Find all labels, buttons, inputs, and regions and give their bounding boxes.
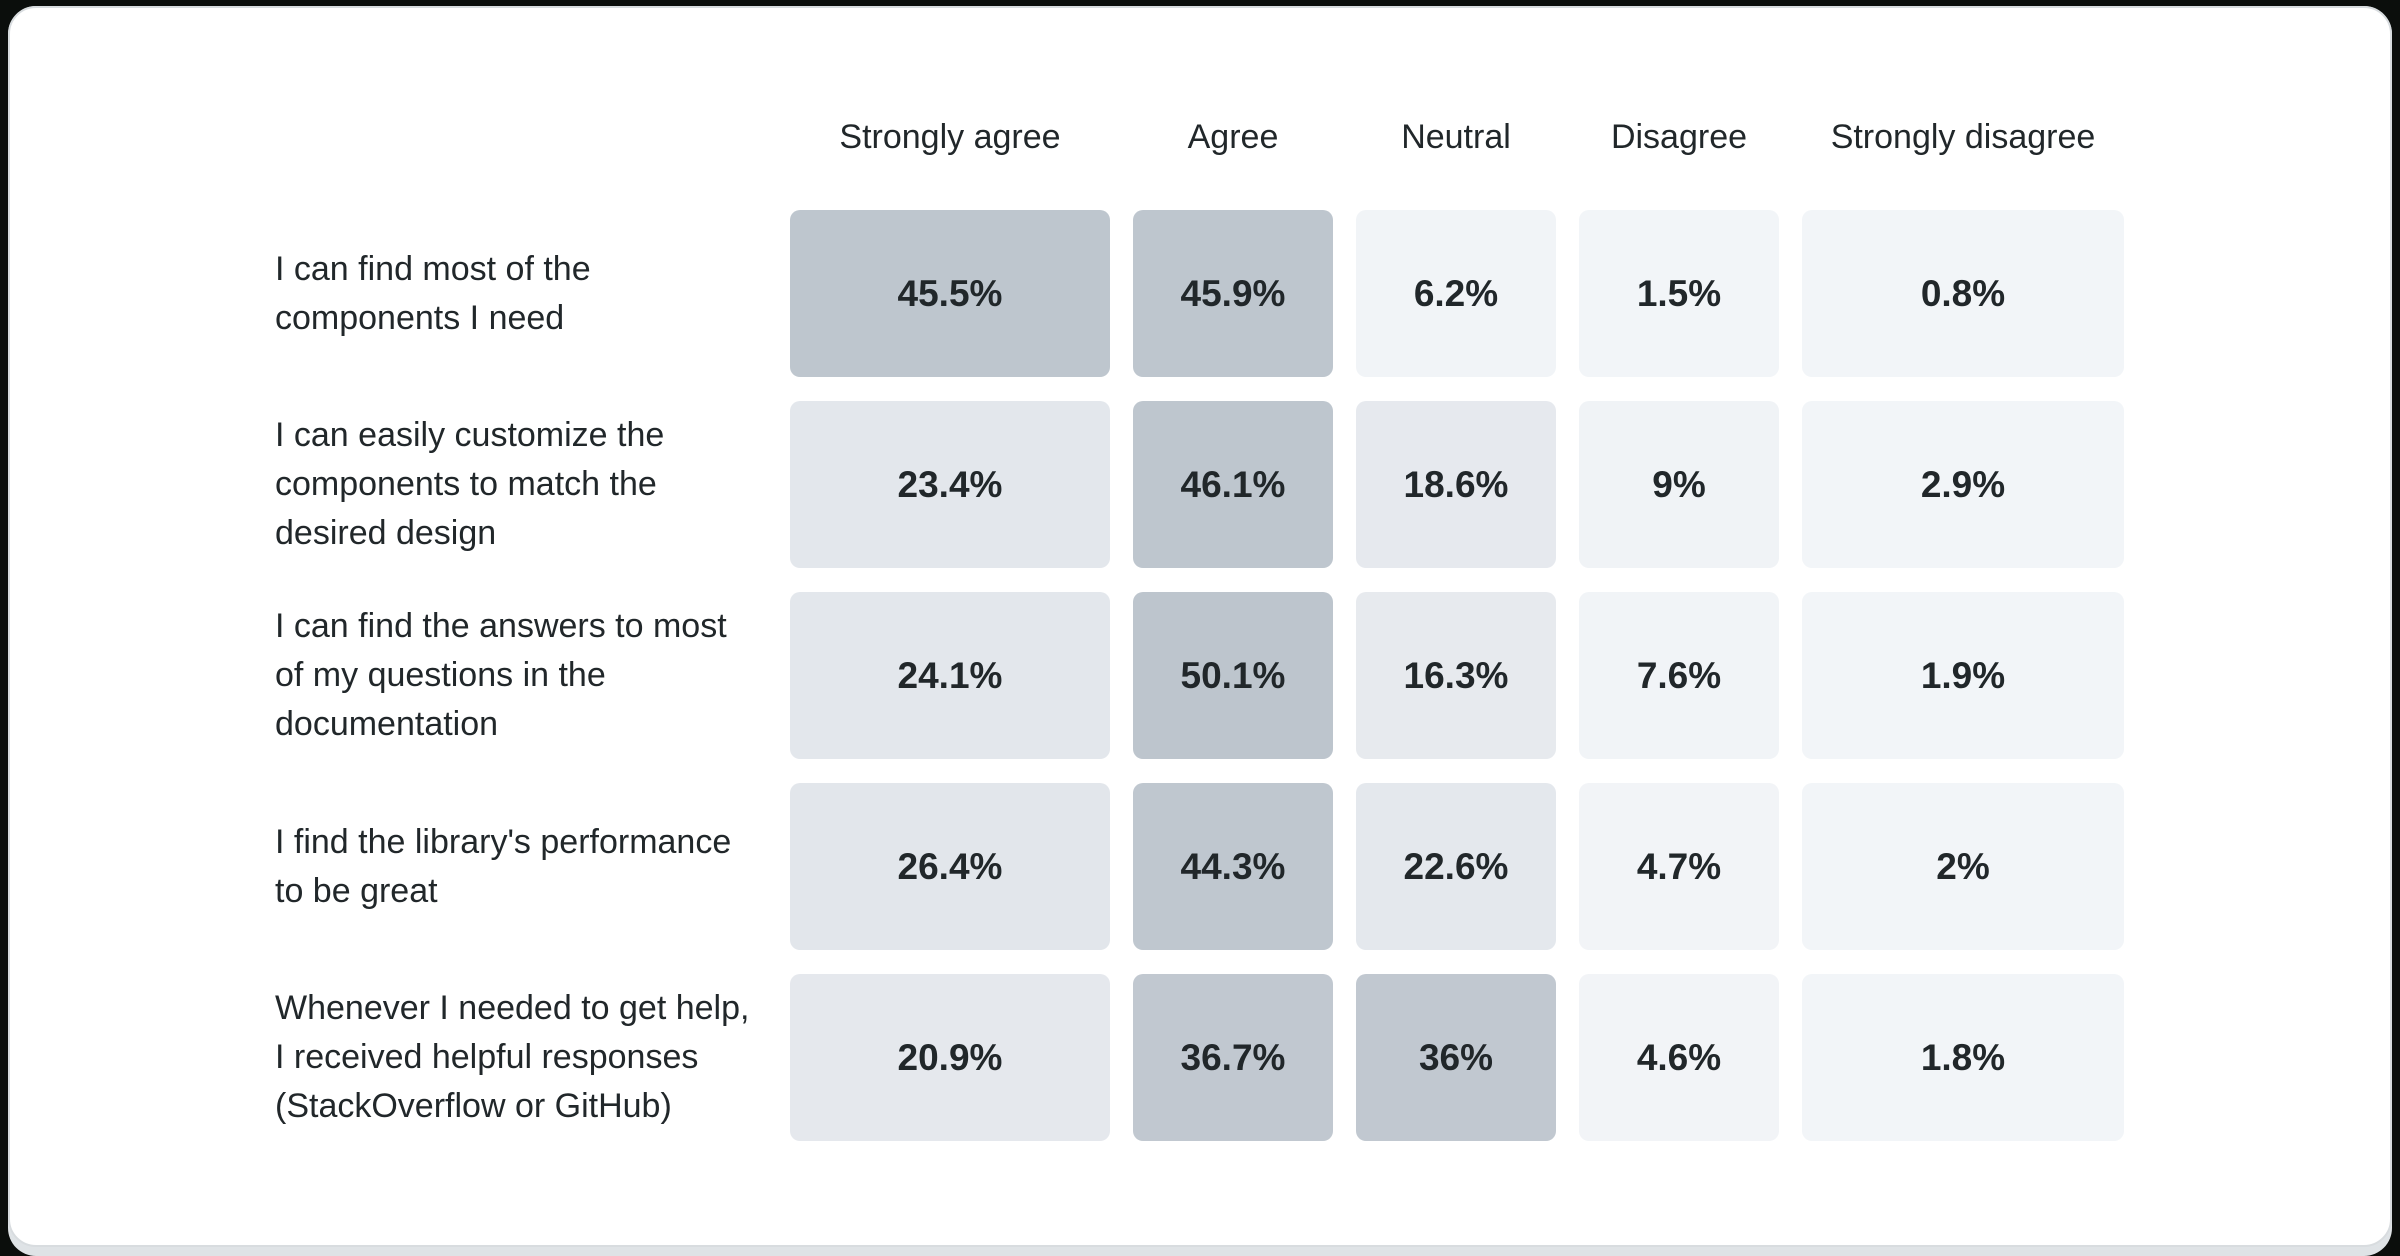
column-header-disagree: Disagree: [1610, 118, 1748, 156]
heatmap-cell: 23.4%: [790, 401, 1110, 568]
heatmap-cell: 0.8%: [1802, 210, 2124, 377]
heatmap-cell: 1.9%: [1802, 592, 2124, 759]
heatmap-cell: 50.1%: [1133, 592, 1333, 759]
heatmap-cell: 2.9%: [1802, 401, 2124, 568]
heatmap-cell: 36%: [1356, 974, 1556, 1141]
heatmap-cell: 26.4%: [790, 783, 1110, 950]
heatmap-cell: 44.3%: [1133, 783, 1333, 950]
row-label: I can easily customize the components to…: [275, 416, 665, 552]
row-label: I find the library's performance to be g…: [275, 822, 732, 910]
heatmap-cell: 45.5%: [790, 210, 1110, 377]
survey-matrix: Strongly agree Agree Neutral Disagree St…: [275, 89, 2124, 1141]
survey-heatmap-card: Strongly agree Agree Neutral Disagree St…: [8, 6, 2392, 1247]
heatmap-cell: 1.8%: [1802, 974, 2124, 1141]
heatmap-cell: 9%: [1579, 401, 1779, 568]
heatmap-cell: 18.6%: [1356, 401, 1556, 568]
row-label: I can find the answers to most of my que…: [275, 607, 727, 743]
heatmap-cell: 2%: [1802, 783, 2124, 950]
column-header-neutral: Neutral: [1401, 118, 1511, 156]
heatmap-cell: 46.1%: [1133, 401, 1333, 568]
heatmap-cell: 36.7%: [1133, 974, 1333, 1141]
column-header-strongly-disagree: Strongly disagree: [1830, 118, 2096, 156]
heatmap-cell: 6.2%: [1356, 210, 1556, 377]
heatmap-cell: 45.9%: [1133, 210, 1333, 377]
row-label: I can find most of the components I need: [275, 249, 591, 337]
column-header-agree: Agree: [1187, 118, 1279, 156]
heatmap-cell: 24.1%: [790, 592, 1110, 759]
corner-spacer: [275, 89, 767, 186]
heatmap-cell: 4.7%: [1579, 783, 1779, 950]
column-header-strongly-agree: Strongly agree: [839, 118, 1061, 156]
heatmap-cell: 20.9%: [790, 974, 1110, 1141]
heatmap-cell: 16.3%: [1356, 592, 1556, 759]
heatmap-cell: 7.6%: [1579, 592, 1779, 759]
heatmap-cell: 1.5%: [1579, 210, 1779, 377]
heatmap-cell: 22.6%: [1356, 783, 1556, 950]
heatmap-cell: 4.6%: [1579, 974, 1779, 1141]
row-label: Whenever I needed to get help, I receive…: [275, 989, 750, 1125]
